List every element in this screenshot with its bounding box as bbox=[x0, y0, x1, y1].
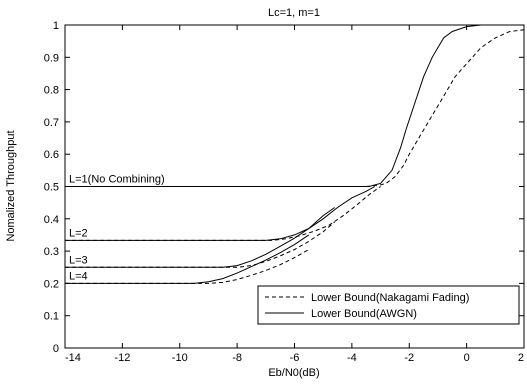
legend-box bbox=[257, 285, 520, 325]
y-tick-label: 0.2 bbox=[44, 278, 59, 290]
legend-label-awgn: Lower Bound(AWGN) bbox=[311, 308, 417, 320]
legend-label-nakagami: Lower Bound(Nakagami Fading) bbox=[311, 292, 469, 304]
curve-label: L=1(No Combining) bbox=[69, 174, 165, 186]
curve-label: L=2 bbox=[69, 227, 88, 239]
axis-ticks: -14 -12 -10 -8 -6 -4 -2 0 2 0 0.1 0.2 0.3 0.4 0.5 0.6 0.… bbox=[44, 20, 525, 364]
series-line-L4-solid bbox=[65, 234, 310, 284]
curve-labels: L=1(No Combining) L=2 L=3 L=4 bbox=[69, 174, 165, 283]
x-tick-label: 2 bbox=[518, 352, 524, 364]
y-tick-label: 0.5 bbox=[44, 182, 59, 194]
legend: Lower Bound(Nakagami Fading) Lower Bound… bbox=[257, 285, 520, 325]
y-tick-label: 0.1 bbox=[44, 311, 59, 323]
y-tick-label: 0.7 bbox=[44, 117, 59, 129]
x-axis-label: Eb/N0(dB) bbox=[268, 367, 319, 379]
curve-label: L=3 bbox=[69, 254, 88, 266]
series-line-L1-solid bbox=[65, 24, 524, 187]
series-line-L2-solid bbox=[65, 186, 376, 241]
x-tick-label: -14 bbox=[65, 352, 81, 364]
y-tick-label: 0.6 bbox=[44, 149, 59, 161]
series-line-L3-dashed bbox=[65, 221, 336, 268]
y-tick-label: 0.9 bbox=[44, 52, 59, 64]
x-tick-label: 0 bbox=[464, 352, 470, 364]
x-tick-label: -10 bbox=[172, 352, 188, 364]
series-line-L4-dashed bbox=[65, 249, 310, 284]
curve-label: L=4 bbox=[69, 270, 88, 282]
x-tick-label: -8 bbox=[232, 352, 242, 364]
series-line-L1-dashed bbox=[65, 29, 525, 187]
y-tick-label: 0.4 bbox=[44, 214, 59, 226]
x-tick-label: -4 bbox=[347, 352, 357, 364]
curves bbox=[65, 24, 525, 284]
series-line-L3-solid bbox=[65, 207, 335, 268]
chart-title: Lc=1, m=1 bbox=[268, 7, 320, 19]
y-tick-label: 0.3 bbox=[44, 246, 59, 258]
x-tick-label: -12 bbox=[114, 352, 130, 364]
y-axis-label: Nomalized Throughput bbox=[5, 130, 17, 241]
x-tick-label: -6 bbox=[290, 352, 300, 364]
series-line-L2-dashed bbox=[65, 186, 381, 241]
y-tick-label: 1 bbox=[53, 20, 59, 32]
y-tick-label: 0 bbox=[53, 343, 59, 355]
x-tick-label: -2 bbox=[404, 352, 414, 364]
y-tick-label: 0.8 bbox=[44, 85, 59, 97]
